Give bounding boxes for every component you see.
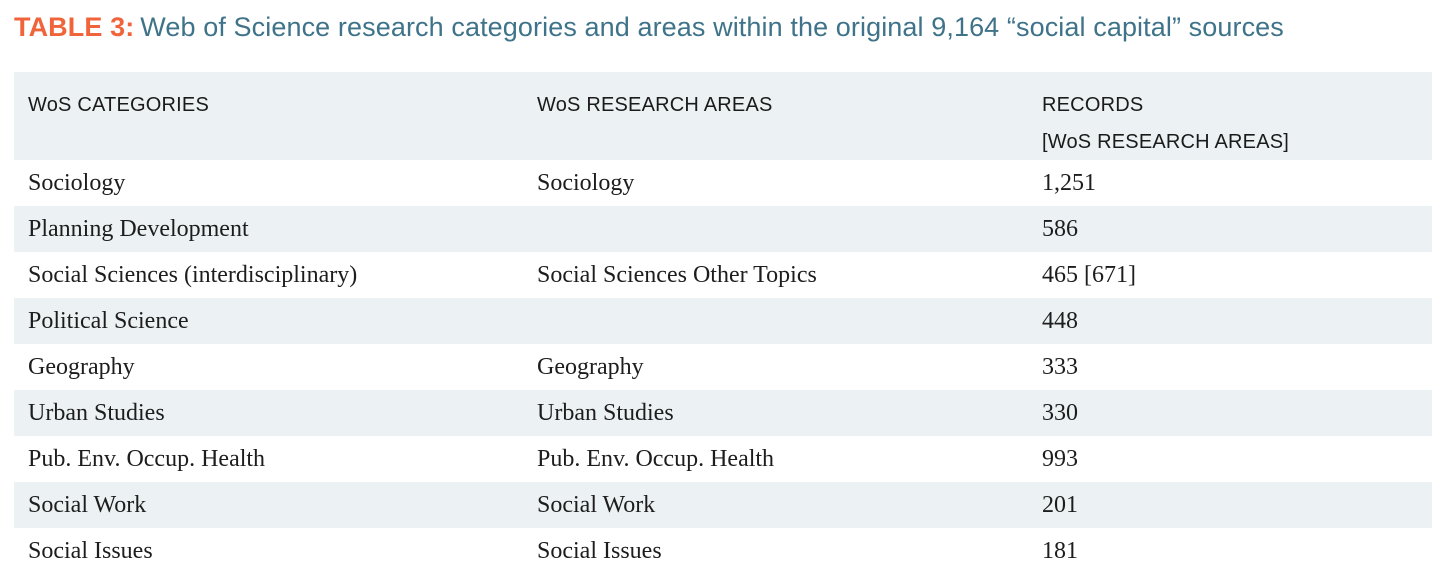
column-header-label: WoS CATEGORIES	[28, 94, 209, 116]
column-header-label: RECORDS	[1042, 94, 1144, 116]
cell-research-area	[523, 206, 1028, 252]
cell-category: Social Sciences (interdisciplinary)	[28, 261, 358, 288]
cell-category: Urban Studies	[28, 399, 165, 426]
cell-records: 465 [671]	[1042, 261, 1136, 288]
cell-research-area	[523, 298, 1028, 344]
table-row: Pub. Env. Occup. Health Pub. Env. Occup.…	[14, 436, 1432, 482]
column-header-wos-research-areas: WoS RESEARCH AREAS	[523, 72, 1028, 161]
cell-records: 330	[1042, 399, 1078, 426]
column-subheader-label: [WoS RESEARCH AREAS]	[1042, 131, 1290, 153]
table-caption-text: Web of Science research categories and a…	[140, 12, 1284, 42]
column-header-label: WoS RESEARCH AREAS	[537, 94, 773, 116]
cell-records: 448	[1042, 307, 1078, 334]
cell-category: Political Science	[28, 307, 189, 334]
table-title: TABLE 3: Web of Science research categori…	[14, 10, 1284, 44]
table-row: Geography Geography 333	[14, 344, 1432, 390]
cell-research-area: Geography	[537, 353, 644, 380]
cell-category: Social Issues	[28, 537, 153, 564]
table-row: Social Sciences (interdisciplinary) Soci…	[14, 252, 1432, 298]
cell-research-area: Pub. Env. Occup. Health	[537, 445, 775, 472]
table-row: Sociology Sociology 1,251	[14, 160, 1432, 206]
cell-records: 201	[1042, 491, 1078, 518]
table-body: Sociology Sociology 1,251 Planning Devel…	[14, 160, 1432, 574]
cell-category: Sociology	[28, 169, 126, 196]
wos-table: WoS CATEGORIES WoS RESEARCH AREAS RECORD…	[14, 72, 1432, 574]
cell-category: Planning Development	[28, 215, 249, 242]
column-header-records: RECORDS [WoS RESEARCH AREAS]	[1028, 72, 1432, 161]
cell-research-area: Social Issues	[537, 537, 662, 564]
table-row: Planning Development 586	[14, 206, 1432, 252]
table-row: Urban Studies Urban Studies 330	[14, 390, 1432, 436]
cell-records: 333	[1042, 353, 1078, 380]
cell-research-area: Urban Studies	[537, 399, 674, 426]
table-header-row: WoS CATEGORIES WoS RESEARCH AREAS RECORD…	[14, 72, 1432, 160]
cell-category: Pub. Env. Occup. Health	[28, 445, 266, 472]
cell-records: 993	[1042, 445, 1078, 472]
table-row: Political Science 448	[14, 298, 1432, 344]
column-header-wos-categories: WoS CATEGORIES	[14, 72, 523, 161]
table-row: Social Issues Social Issues 181	[14, 528, 1432, 574]
cell-records: 586	[1042, 215, 1078, 242]
cell-category: Geography	[28, 353, 135, 380]
cell-category: Social Work	[28, 491, 147, 518]
table-number-label: TABLE 3:	[14, 12, 135, 42]
cell-records: 1,251	[1042, 169, 1096, 196]
table-row: Social Work Social Work 201	[14, 482, 1432, 528]
cell-research-area: Social Sciences Other Topics	[537, 261, 817, 288]
cell-research-area: Social Work	[537, 491, 656, 518]
cell-records: 181	[1042, 537, 1078, 564]
cell-research-area: Sociology	[537, 169, 635, 196]
